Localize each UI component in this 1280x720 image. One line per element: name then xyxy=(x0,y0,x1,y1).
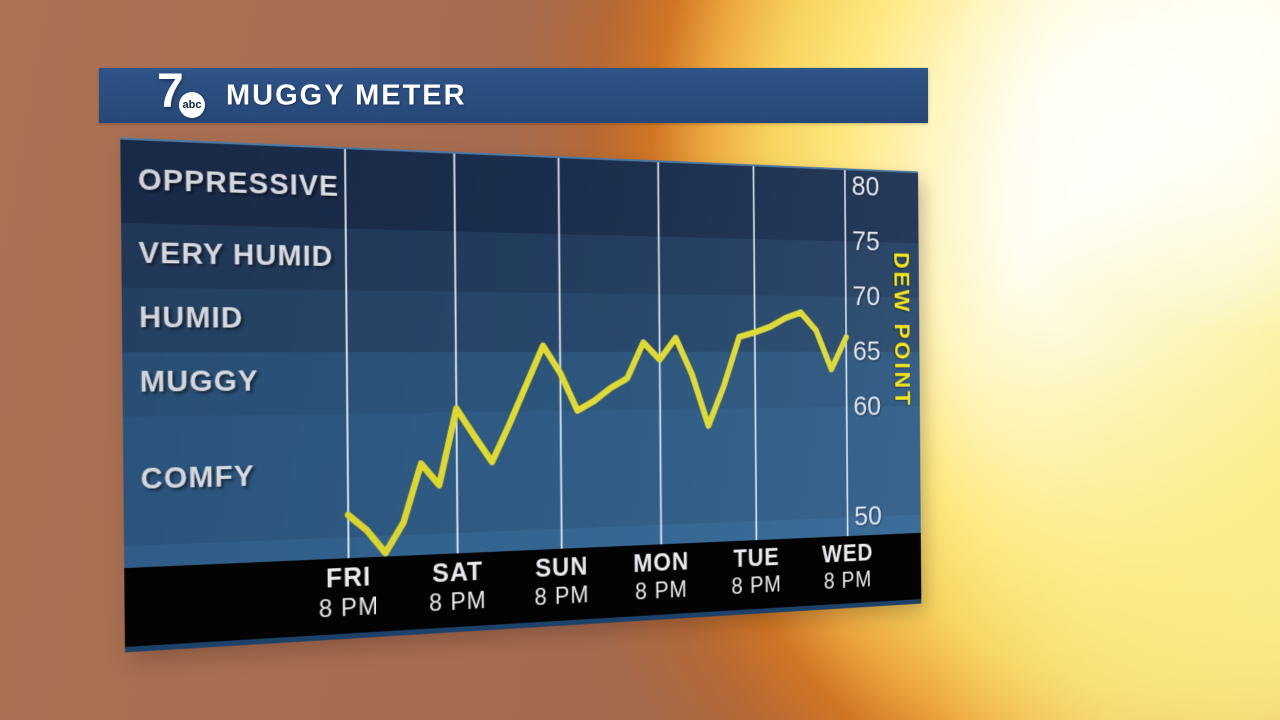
day-time: 8 PM xyxy=(823,566,873,594)
dew-point-line xyxy=(346,309,847,555)
title-bar: 7 abc MUGGY METER xyxy=(99,65,928,123)
gridline-sat xyxy=(454,154,457,554)
gridline-tue xyxy=(753,166,756,540)
day-time: 8 PM xyxy=(635,576,688,605)
band-label-oppressive: OPPRESSIVE xyxy=(137,163,340,203)
day-time: 8 PM xyxy=(318,592,380,623)
x-label-fri: FRI 8 PM xyxy=(290,561,405,625)
channel-7-abc-logo: 7 abc xyxy=(157,65,217,123)
day-time: 8 PM xyxy=(731,571,782,599)
dew-point-chart xyxy=(120,140,920,569)
band-label-humid: HUMID xyxy=(138,301,244,335)
page-title: MUGGY METER xyxy=(226,79,467,111)
x-label-sun: SUN 8 PM xyxy=(509,551,614,612)
plot-area: OPPRESSIVE VERY HUMID HUMID MUGGY COMFY 80 75… xyxy=(120,137,921,569)
band-label-comfy: COMFY xyxy=(140,459,255,496)
day-time: 8 PM xyxy=(428,586,487,617)
x-label-sat: SAT 8 PM xyxy=(402,556,512,619)
x-label-mon: MON 8 PM xyxy=(611,547,712,607)
band-label-very-humid: VERY HUMID xyxy=(138,236,334,273)
day-time: 8 PM xyxy=(534,581,590,611)
muggy-meter-chart-panel: OPPRESSIVE VERY HUMID HUMID MUGGY COMFY 80 75… xyxy=(120,137,922,653)
y-tick-50: 50 xyxy=(854,500,882,532)
y-axis-label: DEW POINT xyxy=(889,251,914,408)
band-label-muggy: MUGGY xyxy=(139,365,259,399)
abc-network-icon: abc xyxy=(179,92,205,118)
gridline-sun xyxy=(557,158,564,550)
gridline-fri xyxy=(345,149,349,558)
gridline-wed xyxy=(845,170,848,536)
y-tick-80: 80 xyxy=(851,170,880,202)
x-label-wed: WED 8 PM xyxy=(801,539,893,596)
x-label-tue: TUE 8 PM xyxy=(708,543,804,601)
